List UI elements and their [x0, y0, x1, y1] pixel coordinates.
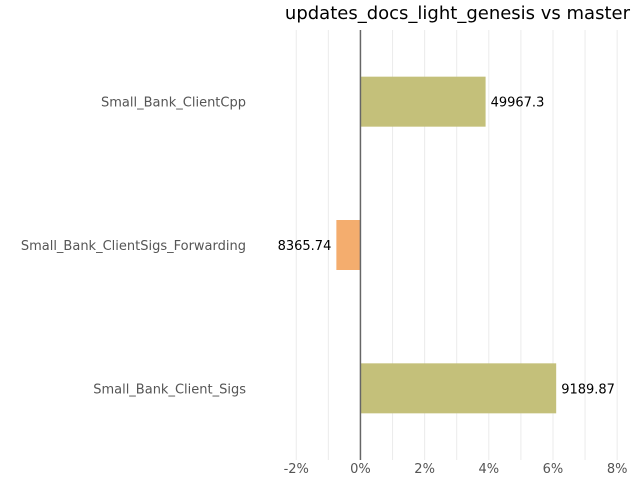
x-tick-label: 8%: [607, 462, 628, 477]
data-label: 49967.3: [491, 96, 545, 111]
category-labels: Small_Bank_ClientCpp Small_Bank_ClientSig…: [21, 96, 246, 398]
category-label: Small_Bank_Client_Sigs: [93, 382, 246, 397]
data-label: 9189.87: [561, 382, 615, 397]
x-tick-label: 2%: [414, 462, 435, 477]
category-label: Small_Bank_ClientCpp: [101, 96, 246, 111]
x-tick-labels: -2% 0% 2% 4% 6% 8%: [284, 462, 628, 477]
category-label: Small_Bank_ClientSigs_Forwarding: [21, 239, 246, 254]
x-tick-label: -2%: [284, 462, 309, 477]
data-labels: 49967.3 8365.74 9189.87: [278, 96, 615, 398]
bar: [360, 76, 486, 127]
x-tick-label: 6%: [543, 462, 564, 477]
data-label: 8365.74: [278, 239, 332, 254]
bar: [336, 220, 361, 270]
chart-title: updates_docs_light_genesis vs master: [285, 3, 631, 24]
bar: [360, 363, 557, 414]
bars: [336, 76, 557, 414]
x-tick-label: 4%: [478, 462, 499, 477]
x-tick-label: 0%: [350, 462, 371, 477]
